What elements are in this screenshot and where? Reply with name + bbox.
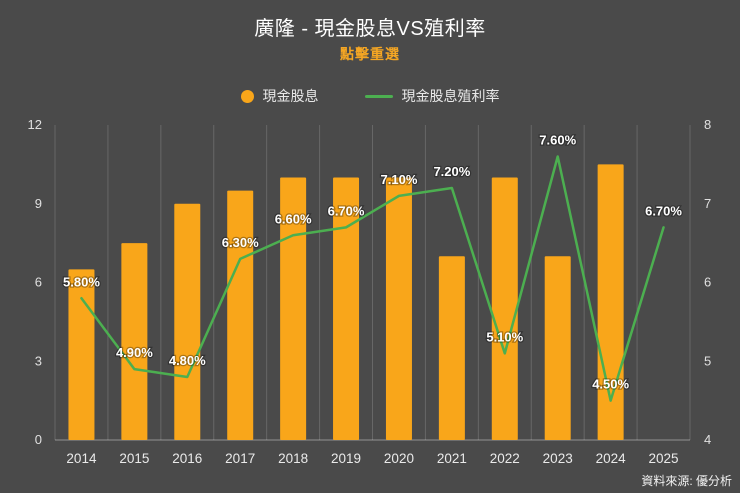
bar-2020[interactable] [385,177,412,441]
data-label-2024: 4.50% [592,377,629,392]
x-axis-label: 2017 [225,451,255,466]
x-axis-label: 2022 [490,451,520,466]
data-label-2020: 7.10% [381,172,418,187]
y-axis-tick-right: 8 [704,117,711,132]
legend-item-cash-dividend[interactable]: 現金股息 [240,86,319,106]
x-axis-label: 2018 [278,451,308,466]
x-axis-label: 2021 [437,451,467,466]
data-label-2016: 4.80% [169,353,206,368]
data-source: 資料來源: 優分析 [641,474,732,488]
y-axis-tick-left: 12 [28,117,42,132]
y-axis-tick-left: 9 [35,196,42,211]
legend-label-yield: 現金股息殖利率 [401,88,500,104]
y-axis-tick-left: 3 [35,353,42,368]
y-axis-tick-right: 5 [704,353,711,368]
x-axis-label: 2020 [384,451,414,466]
data-label-2015: 4.90% [116,345,153,360]
data-label-2021: 7.20% [433,164,470,179]
data-label-2019: 6.70% [328,203,365,218]
chart-title: 廣隆 - 現金股息VS殖利率 [254,18,486,40]
y-axis-tick-right: 6 [704,275,711,290]
x-axis-label: 2014 [66,451,97,466]
data-label-2017: 6.30% [222,235,259,250]
bar-2018[interactable] [280,177,307,441]
data-label-2018: 6.60% [275,211,312,226]
data-label-2014: 5.80% [63,274,100,289]
legend-label-cash-dividend: 現金股息 [262,88,319,104]
bar-2021[interactable] [438,256,465,440]
bar-2023[interactable] [544,256,571,440]
bar-2014[interactable] [68,269,95,440]
bar-2019[interactable] [333,177,360,441]
bar-2016[interactable] [174,203,201,440]
y-axis-tick-right: 4 [704,432,711,447]
y-axis-tick-left: 0 [35,432,42,447]
legend: 現金股息 現金股息殖利率 [0,86,740,106]
bar-2022[interactable] [491,177,518,441]
data-label-2025: 6.70% [645,203,682,218]
x-axis-label: 2024 [596,451,627,466]
x-axis-label: 2025 [649,451,679,466]
data-label-2023: 7.60% [539,133,576,148]
x-axis-label: 2016 [172,451,202,466]
x-axis-label: 2023 [543,451,573,466]
y-axis-tick-left: 6 [35,275,42,290]
chart-subtitle: 點擊重選 [340,46,400,62]
bar-2015[interactable] [121,243,148,440]
bar-series-swatch-icon [240,89,254,103]
x-axis-label: 2019 [331,451,361,466]
yield-line [80,155,665,402]
bar-2017[interactable] [227,190,254,440]
y-axis-tick-right: 7 [704,196,711,211]
x-axis-label: 2015 [119,451,149,466]
data-label-2022: 5.10% [486,329,523,344]
legend-item-yield[interactable]: 現金股息殖利率 [364,86,500,106]
line-series-swatch-icon [364,94,393,98]
